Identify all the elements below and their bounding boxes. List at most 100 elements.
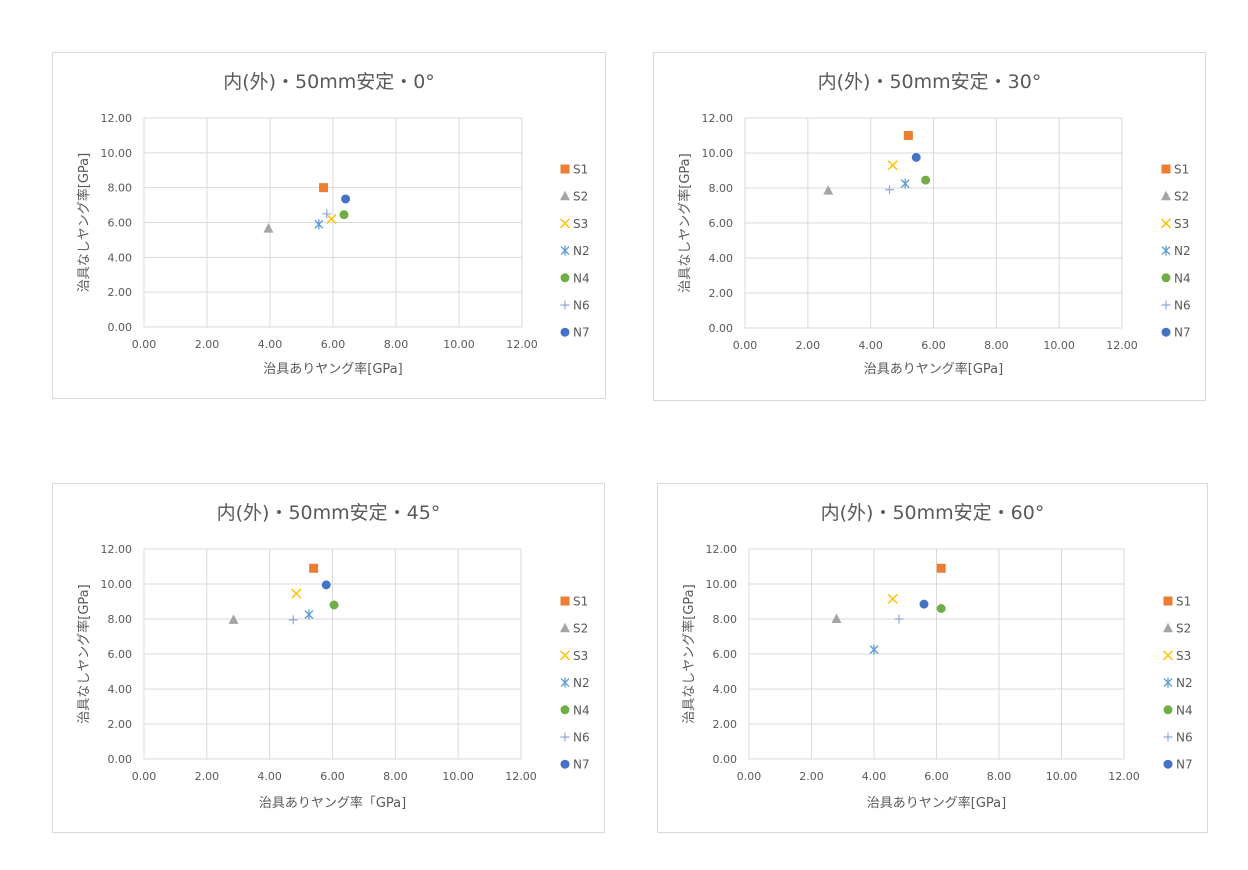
legend-label-s3: S3 — [1176, 649, 1191, 663]
legend-triangle-icon — [560, 622, 570, 633]
legend-circle-icon — [1161, 327, 1171, 337]
x-tick-label: 12.00 — [1108, 770, 1140, 783]
x-tick-label: 6.00 — [921, 339, 946, 352]
data-point-s3 — [887, 160, 898, 171]
y-tick-label: 2.00 — [713, 718, 738, 731]
x-tick-label: 2.00 — [195, 338, 220, 351]
data-point-n6 — [288, 615, 298, 625]
y-tick-label: 4.00 — [709, 252, 734, 265]
x-axis-label: 治具ありヤング率「GPa] — [259, 795, 406, 811]
legend-label-n7: N7 — [1176, 758, 1193, 772]
chart-title: 内(外)・50mm安定・0° — [223, 71, 435, 93]
scatter-chart-0deg: 内(外)・50mm安定・0° 0.00 2.00 4.00 6.00 8.00 10.00 1… — [76, 71, 590, 377]
legend-label-s1: S1 — [1174, 163, 1189, 177]
data-point-s3 — [291, 588, 302, 599]
x-tick-label: 12.00 — [1106, 339, 1138, 352]
y-axis-label: 治具なしヤング率[GPa] — [76, 584, 92, 723]
x-tick-label: 6.00 — [320, 770, 345, 783]
legend-circle-icon — [560, 759, 570, 769]
legend-label-s1: S1 — [1176, 595, 1191, 609]
x-tick-label: 12.00 — [506, 338, 538, 351]
data-point-s2 — [831, 613, 842, 623]
data-point-n4 — [339, 210, 349, 220]
y-tick-label: 10.00 — [706, 578, 738, 591]
chart-panel-45deg: 内(外)・50mm安定・45° 0.00 2.00 4.00 6.00 8.00 10.00… — [52, 483, 605, 833]
scatter-chart-30deg: 内(外)・50mm安定・30° 0.00 2.00 4.00 6.00 8.00 10.00… — [677, 71, 1191, 377]
legend-label-n7: N7 — [573, 758, 590, 772]
chart-panel-60deg: 内(外)・50mm安定・60° 0.00 2.00 4.00 6.00 8.00 10.00… — [657, 483, 1208, 833]
x-tick-label: 0.00 — [132, 338, 157, 351]
data-point-s2 — [823, 185, 834, 195]
legend-label-n2: N2 — [1176, 676, 1193, 690]
legend-label-n4: N4 — [1174, 271, 1191, 285]
data-point-s2 — [228, 614, 239, 624]
legend-label-n4: N4 — [573, 703, 590, 717]
chart-title: 内(外)・50mm安定・60° — [821, 502, 1045, 524]
y-tick-label: 2.00 — [108, 718, 133, 731]
data-point-n7 — [321, 580, 331, 590]
legend-label-s2: S2 — [1174, 190, 1189, 204]
legend-square-icon — [1163, 596, 1173, 606]
x-tick-label: 10.00 — [1046, 770, 1078, 783]
legend-label-s1: S1 — [573, 163, 588, 177]
legend-star-icon — [560, 245, 570, 256]
x-axis-label: 治具ありヤング率[GPa] — [867, 795, 1006, 811]
data-point-s2 — [263, 223, 274, 233]
x-axis-label: 治具ありヤング率[GPa] — [263, 361, 402, 377]
x-tick-label: 10.00 — [1043, 339, 1075, 352]
y-tick-label: 8.00 — [709, 182, 734, 195]
legend-star-icon — [1163, 677, 1173, 688]
x-tick-label: 6.00 — [924, 770, 949, 783]
data-point-n7 — [341, 194, 351, 204]
data-point-s1 — [319, 183, 329, 193]
x-tick-label: 2.00 — [195, 770, 220, 783]
y-tick-label: 12.00 — [702, 112, 734, 125]
x-axis-label: 治具ありヤング率[GPa] — [864, 361, 1003, 377]
x-tick-label: 8.00 — [383, 770, 408, 783]
x-tick-label: 12.00 — [505, 770, 537, 783]
legend-triangle-icon — [560, 190, 570, 201]
data-point-s3 — [326, 213, 337, 225]
y-tick-label: 4.00 — [108, 683, 133, 696]
legend-label-n4: N4 — [1176, 703, 1193, 717]
chart-title: 内(外)・50mm安定・45° — [217, 502, 441, 524]
legend-label-s3: S3 — [1174, 217, 1189, 231]
legend-circle-icon — [1163, 705, 1173, 715]
y-tick-label: 2.00 — [709, 287, 734, 300]
data-point-n2 — [869, 644, 879, 655]
y-tick-label: 4.00 — [108, 251, 133, 264]
data-point-s1 — [936, 563, 946, 573]
legend-triangle-icon — [1161, 190, 1171, 201]
x-tick-label: 0.00 — [733, 339, 758, 352]
x-tick-label: 10.00 — [442, 770, 474, 783]
y-tick-label: 6.00 — [713, 648, 738, 661]
data-point-n6 — [322, 209, 332, 219]
data-point-n2 — [314, 219, 324, 230]
y-tick-label: 6.00 — [108, 648, 133, 661]
y-tick-label: 8.00 — [108, 182, 133, 195]
x-tick-label: 0.00 — [132, 770, 157, 783]
y-tick-label: 10.00 — [101, 578, 133, 591]
data-point-s3 — [887, 593, 898, 604]
legend-square-icon — [560, 164, 570, 174]
x-tick-label: 0.00 — [737, 770, 762, 783]
y-tick-label: 10.00 — [702, 147, 734, 160]
legend-x-icon — [1162, 650, 1174, 661]
chart-panel-0deg: 内(外)・50mm安定・0° 0.00 2.00 4.00 6.00 8.00 10.00 1… — [52, 52, 606, 399]
legend-square-icon — [1161, 164, 1171, 174]
chart-panel-30deg: 内(外)・50mm安定・30° 0.00 2.00 4.00 6.00 8.00 10.00… — [653, 52, 1206, 401]
x-tick-label: 8.00 — [984, 339, 1009, 352]
data-point-n4 — [329, 600, 339, 610]
data-point-n6 — [885, 185, 895, 195]
legend-square-icon — [560, 596, 570, 606]
y-tick-label: 6.00 — [709, 217, 734, 230]
y-tick-label: 6.00 — [108, 217, 133, 230]
legend-circle-icon — [560, 705, 570, 715]
y-axis-label: 治具なしヤング率[GPa] — [681, 584, 697, 723]
legend-label-n2: N2 — [573, 244, 590, 258]
legend-circle-icon — [1161, 273, 1171, 283]
legend-label-s2: S2 — [573, 622, 588, 636]
y-tick-label: 0.00 — [108, 753, 133, 766]
y-tick-label: 8.00 — [108, 613, 133, 626]
data-point-n2 — [900, 178, 910, 189]
